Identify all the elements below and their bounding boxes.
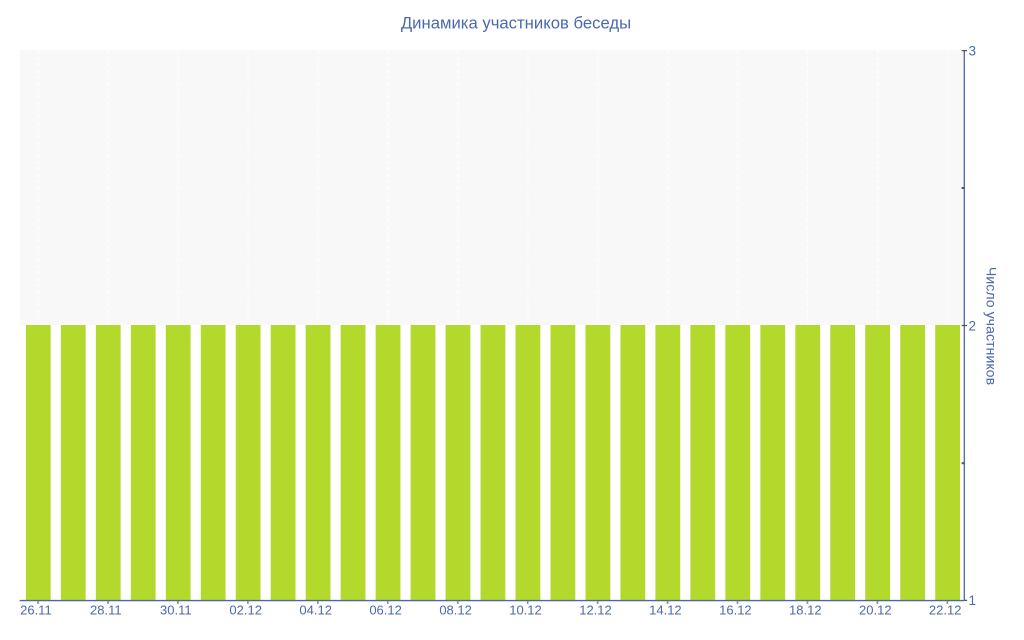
svg-text:30.11: 30.11 (160, 603, 192, 618)
svg-text:08.12: 08.12 (439, 603, 472, 618)
svg-text:12.12: 12.12 (579, 603, 612, 618)
svg-text:20.12: 20.12 (859, 603, 892, 618)
svg-text:06.12: 06.12 (369, 603, 402, 618)
svg-text:02.12: 02.12 (229, 603, 262, 618)
svg-text:26.11: 26.11 (20, 603, 52, 618)
svg-text:22.12: 22.12 (929, 603, 962, 618)
svg-text:Динамика участников беседы: Динамика участников беседы (401, 13, 631, 32)
svg-text:18.12: 18.12 (789, 603, 822, 618)
svg-text:10.12: 10.12 (509, 603, 542, 618)
svg-text:1: 1 (969, 593, 977, 608)
svg-text:16.12: 16.12 (719, 603, 752, 618)
svg-text:04.12: 04.12 (299, 603, 332, 618)
svg-text:3: 3 (969, 43, 977, 58)
svg-text:Число участников: Число участников (983, 267, 999, 385)
svg-text:14.12: 14.12 (649, 603, 682, 618)
svg-text:28.11: 28.11 (90, 603, 122, 618)
svg-text:2: 2 (969, 318, 977, 333)
